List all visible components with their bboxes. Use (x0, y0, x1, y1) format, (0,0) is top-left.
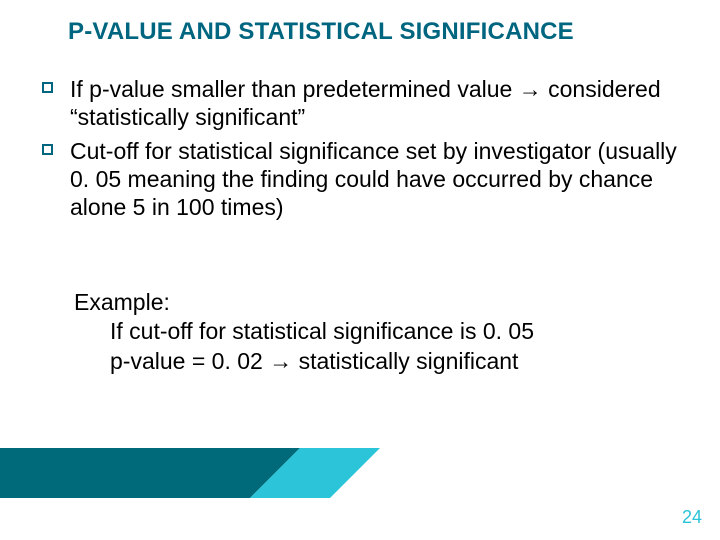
example-block: Example: If cut-off for statistical sign… (74, 288, 680, 376)
footer-parallelogram-icon (0, 448, 380, 498)
example-line: If cut-off for statistical significance … (110, 317, 680, 346)
bullet-item: If p-value smaller than predetermined va… (40, 75, 680, 131)
slide: P-VALUE AND STATISTICAL SIGNIFICANCE If … (0, 0, 720, 540)
bullet-list: If p-value smaller than predetermined va… (40, 75, 680, 227)
slide-title: P-VALUE AND STATISTICAL SIGNIFICANCE (68, 18, 690, 46)
footer-decoration (0, 448, 380, 498)
square-bullet-icon (42, 144, 53, 155)
example-line: p-value = 0. 02 → statistically signific… (110, 347, 680, 376)
bullet-text: Cut-off for statistical significance set… (70, 138, 677, 220)
example-heading: Example: (74, 288, 680, 317)
page-number: 24 (682, 507, 702, 528)
footer-dark-shape (0, 448, 300, 498)
bullet-text: If p-value smaller than predetermined va… (70, 76, 661, 130)
square-bullet-icon (42, 82, 53, 93)
bullet-item: Cut-off for statistical significance set… (40, 137, 680, 221)
